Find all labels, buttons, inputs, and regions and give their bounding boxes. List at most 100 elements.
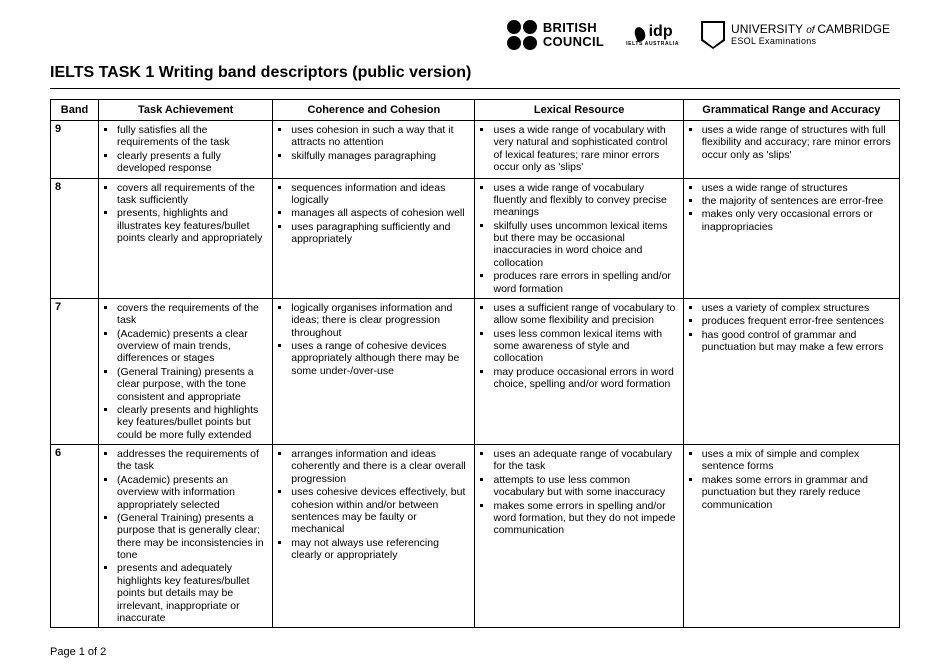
bullet-point: produces rare errors in spelling and/or … (493, 270, 678, 295)
gr-cell: uses a mix of simple and complex sentenc… (683, 445, 899, 628)
bullet-point: uses a variety of complex structures (702, 302, 895, 314)
col-grammatical-range: Grammatical Range and Accuracy (683, 100, 899, 121)
bullet-point: fully satisfies all the requirements of … (117, 124, 268, 149)
gr-cell: uses a variety of complex structuresprod… (683, 298, 899, 444)
bullet-list: arranges information and ideas coherentl… (277, 448, 470, 561)
bullet-list: uses a sufficient range of vocabulary to… (479, 302, 678, 391)
bullet-point: clearly presents a fully developed respo… (117, 150, 268, 175)
header-logos: BRITISH COUNCIL idp IELTS AUSTRALIA UNIV… (50, 20, 900, 50)
bullet-point: covers all requirements of the task suff… (117, 182, 268, 207)
bullet-point: (Academic) presents a clear overview of … (117, 328, 268, 365)
cc-cell: logically organises information and idea… (273, 298, 475, 444)
ta-cell: addresses the requirements of the task(A… (99, 445, 273, 628)
bullet-list: covers the requirements of the task(Acad… (103, 302, 268, 441)
table-row: 8 covers all requirements of the task suf… (51, 178, 900, 298)
idp-name: idp (649, 23, 673, 41)
bullet-point: addresses the requirements of the task (117, 448, 268, 473)
bullet-point: produces frequent error-free sentences (702, 315, 895, 327)
bullet-point: may not always use referencing clearly o… (291, 537, 470, 562)
bullet-list: uses a wide range of structuresthe major… (688, 182, 895, 234)
col-lexical-resource: Lexical Resource (475, 100, 683, 121)
bullet-list: uses a variety of complex structuresprod… (688, 302, 895, 354)
bullet-point: presents and adequately highlights key f… (117, 562, 268, 624)
band-cell: 6 (51, 445, 99, 628)
bullet-point: covers the requirements of the task (117, 302, 268, 327)
gr-cell: uses a wide range of structures with ful… (683, 121, 899, 179)
col-task-achievement: Task Achievement (99, 100, 273, 121)
bullet-point: uses a wide range of vocabulary fluently… (493, 182, 678, 219)
bullet-point: (General Training) presents a purpose th… (117, 512, 268, 562)
bullet-point: presents, highlights and illustrates key… (117, 207, 268, 244)
cc-cell: arranges information and ideas coherentl… (273, 445, 475, 628)
cambridge-line2: ESOL Examinations (731, 37, 890, 47)
gr-cell: uses a wide range of structuresthe major… (683, 178, 899, 298)
bullet-point: uses paragraphing sufficiently and appro… (291, 221, 470, 246)
cambridge-shield-icon (701, 21, 725, 49)
british-council-text: BRITISH COUNCIL (543, 21, 604, 48)
bullet-point: uses a range of cohesive devices appropr… (291, 340, 470, 377)
bullet-point: sequences information and ideas logicall… (291, 182, 470, 207)
bullet-point: may produce occasional errors in word ch… (493, 366, 678, 391)
bullet-list: uses a mix of simple and complex sentenc… (688, 448, 895, 511)
table-body: 9 fully satisfies all the requirements of… (51, 121, 900, 628)
descriptors-table: Band Task Achievement Coherence and Cohe… (50, 99, 900, 628)
bullet-point: uses a wide range of structures with ful… (702, 124, 895, 161)
ta-cell: covers the requirements of the task(Acad… (99, 298, 273, 444)
bullet-list: uses cohesion in such a way that it attr… (277, 124, 470, 162)
cc-cell: sequences information and ideas logicall… (273, 178, 475, 298)
table-header: Band Task Achievement Coherence and Cohe… (51, 100, 900, 121)
idp-subtext: IELTS AUSTRALIA (626, 41, 679, 47)
bullet-point: makes only very occasional errors or ina… (702, 208, 895, 233)
bullet-point: uses an adequate range of vocabulary for… (493, 448, 678, 473)
lr-cell: uses a wide range of vocabulary fluently… (475, 178, 683, 298)
bullet-point: uses a wide range of structures (702, 182, 895, 194)
col-coherence-cohesion: Coherence and Cohesion (273, 100, 475, 121)
band-cell: 7 (51, 298, 99, 444)
page-title: IELTS TASK 1 Writing band descriptors (p… (50, 64, 900, 82)
bullet-list: covers all requirements of the task suff… (103, 182, 268, 245)
lr-cell: uses a wide range of vocabulary with ver… (475, 121, 683, 179)
bullet-list: fully satisfies all the requirements of … (103, 124, 268, 175)
lr-cell: uses a sufficient range of vocabulary to… (475, 298, 683, 444)
bullet-list: uses a wide range of vocabulary with ver… (479, 124, 678, 174)
bullet-point: uses cohesion in such a way that it attr… (291, 124, 470, 149)
band-cell: 8 (51, 178, 99, 298)
bullet-list: uses a wide range of vocabulary fluently… (479, 182, 678, 295)
bullet-point: skilfully manages paragraphing (291, 150, 470, 162)
cc-cell: uses cohesion in such a way that it attr… (273, 121, 475, 179)
table-row: 6addresses the requirements of the task(… (51, 445, 900, 628)
cambridge-line1b: CAMBRIDGE (817, 22, 890, 36)
bullet-list: uses a wide range of structures with ful… (688, 124, 895, 161)
idp-leaf-icon (633, 27, 647, 41)
bullet-point: (Academic) presents an overview with inf… (117, 474, 268, 511)
table-row: 7covers the requirements of the task(Aca… (51, 298, 900, 444)
bullet-point: makes some errors in spelling and/or wor… (493, 500, 678, 537)
page-container: BRITISH COUNCIL idp IELTS AUSTRALIA UNIV… (0, 0, 950, 668)
british-council-line2: COUNCIL (543, 35, 604, 49)
bullet-list: sequences information and ideas logicall… (277, 182, 470, 246)
bullet-point: clearly presents and highlights key feat… (117, 404, 268, 441)
bullet-point: uses cohesive devices effectively, but c… (291, 486, 470, 536)
col-band: Band (51, 100, 99, 121)
bullet-point: (General Training) presents a clear purp… (117, 366, 268, 403)
bullet-list: uses an adequate range of vocabulary for… (479, 448, 678, 537)
bullet-point: uses a sufficient range of vocabulary to… (493, 302, 678, 327)
band-cell: 9 (51, 121, 99, 179)
bullet-point: manages all aspects of cohesion well (291, 207, 470, 219)
bullet-point: skilfully uses uncommon lexical items bu… (493, 220, 678, 270)
british-council-dots-icon (507, 20, 537, 50)
bullet-point: uses less common lexical items with some… (493, 328, 678, 365)
bullet-point: makes some errors in grammar and punctua… (702, 474, 895, 511)
bullet-point: logically organises information and idea… (291, 302, 470, 339)
cambridge-line1-of: of (806, 25, 817, 36)
cambridge-line1a: UNIVERSITY (731, 22, 806, 36)
bullet-list: addresses the requirements of the task(A… (103, 448, 268, 624)
british-council-line1: BRITISH (543, 21, 604, 35)
bullet-point: arranges information and ideas coherentl… (291, 448, 470, 485)
bullet-point: attempts to use less common vocabulary b… (493, 474, 678, 499)
bullet-list: logically organises information and idea… (277, 302, 470, 377)
british-council-logo: BRITISH COUNCIL (507, 20, 604, 50)
bullet-point: uses a wide range of vocabulary with ver… (493, 124, 678, 174)
bullet-point: has good control of grammar and punctuat… (702, 329, 895, 354)
ta-cell: covers all requirements of the task suff… (99, 178, 273, 298)
